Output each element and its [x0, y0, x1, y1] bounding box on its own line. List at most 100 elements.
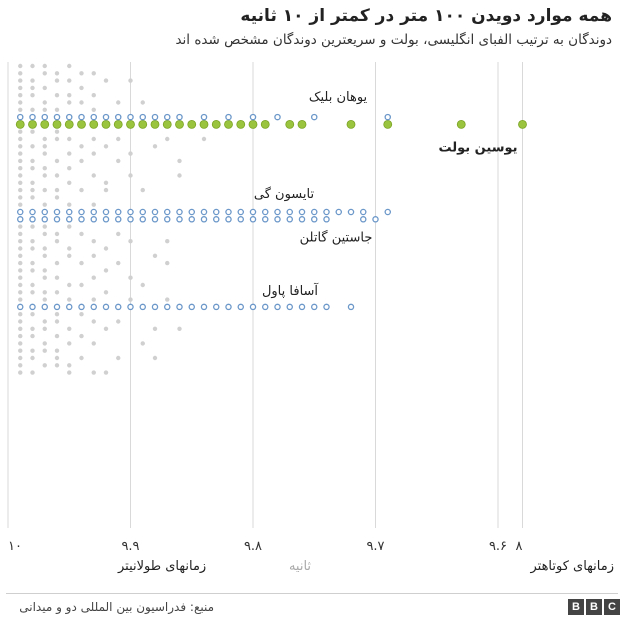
data-point-other: [103, 180, 109, 185]
data-point-other: [79, 144, 84, 149]
data-point-other: [67, 341, 72, 346]
data-point-other: [79, 71, 84, 76]
data-point-highlight: [90, 216, 98, 223]
axis-end-label-left: زمانهای طولانیتر: [117, 559, 206, 574]
data-point-other: [67, 136, 72, 142]
data-point-other: [91, 107, 96, 113]
tick-label: ۹.۹: [121, 539, 139, 554]
data-point-highlight: [66, 303, 73, 311]
data-point-highlight: [127, 216, 134, 223]
data-point-other: [30, 166, 35, 171]
data-point-other: [42, 246, 47, 251]
data-point-other: [116, 319, 121, 324]
data-point-highlight: [139, 113, 146, 121]
data-point-other: [30, 370, 35, 375]
data-point-highlight: [212, 303, 220, 311]
data-point-other: [30, 144, 35, 149]
data-point-bolt: [175, 120, 184, 129]
data-point-other: [54, 260, 60, 266]
data-point-highlight: [41, 208, 49, 216]
chart-title: همه موارد دویدن ۱۰۰ متر در کمتر از ۱۰ ثا…: [240, 6, 612, 26]
data-point-other: [67, 326, 72, 331]
data-point-other: [42, 297, 47, 302]
data-point-other: [54, 78, 60, 83]
data-point-other: [54, 71, 60, 76]
data-point-other: [18, 187, 23, 193]
data-point-other: [42, 144, 47, 149]
data-point-other: [30, 107, 35, 113]
data-point-other: [165, 239, 170, 244]
data-point-other: [116, 100, 121, 105]
data-point-other: [18, 253, 23, 258]
data-point-highlight: [115, 208, 122, 216]
data-point-highlight: [323, 208, 330, 216]
data-point-other: [18, 136, 23, 142]
data-point-other: [54, 93, 60, 98]
data-point-other: [67, 63, 72, 69]
data-point-other: [103, 290, 109, 295]
data-point-bolt: [77, 120, 86, 129]
data-point-highlight: [127, 208, 134, 216]
data-point-highlight: [115, 113, 122, 121]
data-point-highlight: [323, 216, 330, 223]
data-point-other: [128, 275, 133, 280]
data-point-highlight: [359, 208, 367, 216]
data-point-other: [140, 341, 145, 346]
data-point-other: [30, 246, 35, 251]
data-point-highlight: [16, 113, 24, 121]
data-point-other: [18, 180, 23, 185]
data-point-other: [30, 187, 35, 193]
data-point-other: [42, 71, 47, 76]
data-point-highlight: [286, 303, 293, 311]
data-point-highlight: [66, 216, 73, 223]
data-point-bolt: [248, 120, 258, 129]
data-point-other: [42, 100, 47, 105]
data-point-highlight: [163, 216, 171, 223]
data-point-highlight: [225, 113, 232, 121]
data-point-highlight: [347, 208, 355, 216]
data-point-other: [128, 173, 133, 178]
athlete-label: آسافا پاول: [262, 282, 319, 299]
data-point-other: [54, 290, 60, 295]
data-point-other: [42, 173, 47, 178]
data-point-bolt: [52, 120, 62, 129]
data-point-bolt: [187, 120, 197, 129]
data-point-highlight: [286, 216, 293, 223]
data-point-highlight: [41, 113, 49, 121]
data-point-other: [42, 224, 47, 229]
data-point-other: [67, 224, 72, 229]
data-point-highlight: [53, 208, 61, 216]
data-point-highlight: [115, 216, 122, 223]
data-point-other: [54, 319, 60, 324]
data-point-bolt: [28, 120, 37, 129]
data-point-highlight: [359, 216, 367, 223]
data-point-highlight: [261, 303, 269, 311]
data-point-highlight: [78, 216, 85, 223]
axis-end-label-right: زمانهای کوتاهتر: [529, 559, 614, 574]
data-point-highlight: [29, 208, 36, 216]
data-point-other: [42, 268, 47, 273]
data-point-highlight: [310, 303, 318, 311]
data-point-highlight: [225, 216, 232, 223]
data-point-highlight: [200, 208, 208, 216]
data-point-other: [54, 187, 60, 193]
data-point-highlight: [274, 303, 281, 311]
data-point-highlight: [249, 208, 257, 216]
data-point-highlight: [347, 303, 355, 311]
data-point-other: [18, 202, 23, 207]
data-point-other: [67, 166, 72, 171]
data-point-other: [18, 268, 23, 273]
tick-label: ۹.۸: [244, 539, 262, 554]
bbc-logo-letter: C: [604, 599, 620, 615]
athlete-label: تایسون گی: [254, 186, 315, 202]
data-point-other: [54, 158, 60, 164]
data-point-other: [18, 290, 23, 295]
data-point-other: [18, 355, 23, 361]
data-point-other: [177, 158, 182, 164]
data-point-highlight: [53, 216, 61, 223]
data-point-other: [42, 202, 47, 207]
x-axis-label: ثانیه: [289, 559, 311, 574]
data-point-highlight: [16, 216, 24, 223]
data-point-highlight: [163, 303, 171, 311]
data-point-highlight: [115, 303, 122, 311]
